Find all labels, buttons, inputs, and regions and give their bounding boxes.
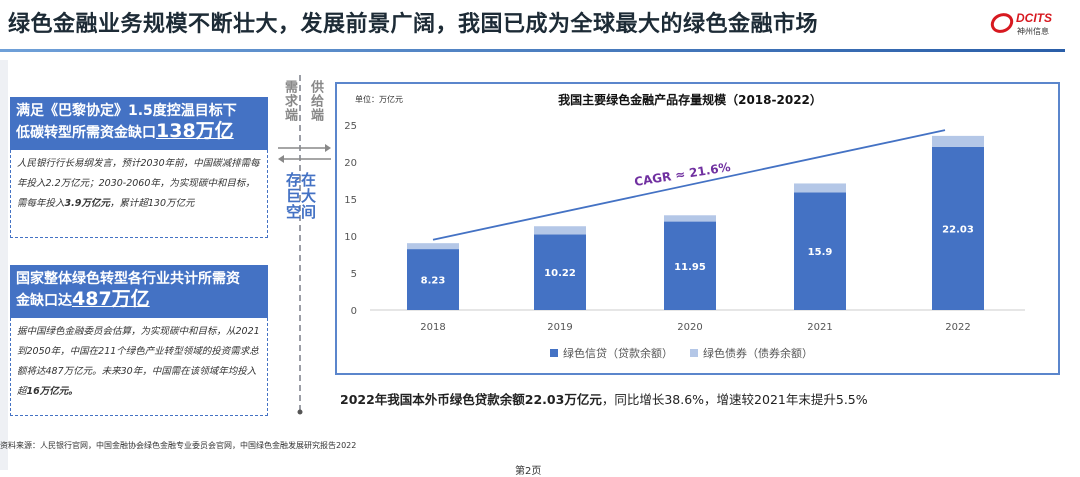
y-tick-label: 5 — [351, 269, 357, 280]
x-tick-label: 2018 — [420, 322, 445, 333]
logo-subtext: 神州信息 — [1017, 26, 1049, 36]
page-title: 绿色金融业务规模不断壮大，发展前景广阔，我国已成为全球最大的绿色金融市场 — [8, 12, 819, 37]
y-tick-label: 25 — [344, 121, 357, 132]
cagr-annotation: CAGR ≈ 21.6% — [633, 160, 731, 189]
y-tick-label: 0 — [351, 306, 357, 317]
box1-bold: 3.9万亿元 — [64, 198, 110, 209]
box1-text-end: ，累计超130万亿元 — [109, 198, 195, 209]
box2-head-line2: 金缺口达 — [16, 293, 72, 309]
chart-title: 我国主要绿色金融产品存量规模（2018-2022） — [558, 92, 822, 107]
legend-label: 绿色信贷（贷款余额） — [563, 346, 673, 360]
source-note: 资料来源：人民银行官网，中国金融协会绿色金融专业委员会官网，中国绿色金融发展研究… — [0, 441, 357, 450]
dcits-logo: DCITS 神州信息 — [990, 11, 1052, 36]
summary-text: 2022年我国本外币绿色贷款余额22.03万亿元，同比增长38.6%，增速较20… — [340, 389, 868, 408]
bar-chart: 单位：万亿元 我国主要绿色金融产品存量规模（2018-2022）051015202… — [344, 92, 1025, 360]
y-tick-label: 15 — [344, 195, 357, 206]
box2-bold: 16万亿元。 — [26, 386, 78, 397]
box1-highlight: 138万亿 — [156, 120, 234, 142]
bar-bond-2022 — [932, 135, 984, 147]
box1-head-line2: 低碳转型所需资金缺口 — [16, 125, 156, 141]
x-tick-label: 2020 — [677, 322, 702, 333]
bar-loan-2020 — [664, 221, 716, 310]
box1-body: 人民银行行长易纲发言，预计2030年前，中国碳减排需每年投入2.2万亿元；203… — [10, 150, 268, 238]
box1-head-line1: 满足《巴黎协定》1.5度控温目标下 — [16, 103, 237, 119]
chart-frame — [335, 82, 1060, 375]
x-tick-label: 2021 — [807, 322, 832, 333]
x-tick-label: 2019 — [547, 322, 572, 333]
logo-text: DCITS — [1016, 11, 1052, 25]
bar-loan-2021 — [794, 192, 846, 310]
data-label: 10.22 — [544, 268, 576, 279]
arrow-right-icon — [325, 144, 331, 152]
box2-body: 据中国绿色金融委员会估算，为实现碳中和目标，从2021到2050年，中国在211… — [10, 318, 268, 416]
chart-unit: 单位：万亿元 — [355, 94, 403, 104]
side-strip — [0, 60, 8, 470]
bar-loan-2018 — [407, 249, 459, 310]
data-label: 15.9 — [808, 247, 833, 258]
bar-bond-2018 — [407, 243, 459, 250]
summary-rest: ，同比增长38.6%，增速较2021年末提升5.5% — [601, 392, 868, 407]
box2-header: 国家整体绿色转型各行业共计所需资 金缺口达487万亿 — [10, 265, 268, 318]
bar-bond-2020 — [664, 215, 716, 222]
box1-text: 人民银行行长易纲发言，预计2030年前，中国碳减排需每年投入2.2万亿元；203… — [17, 158, 260, 209]
box1-header: 满足《巴黎协定》1.5度控温目标下 低碳转型所需资金缺口138万亿 — [10, 97, 268, 150]
summary-bold: 2022年我国本外币绿色贷款余额22.03万亿元 — [340, 392, 602, 407]
y-tick-label: 20 — [344, 158, 357, 169]
legend-swatch — [690, 349, 698, 357]
bar-bond-2021 — [794, 183, 846, 193]
y-tick-label: 10 — [344, 232, 357, 243]
demand-label: 需求端 — [282, 80, 297, 122]
bar-loan-2022 — [932, 146, 984, 310]
x-tick-label: 2022 — [945, 322, 970, 333]
supply-demand-axis — [278, 75, 331, 415]
bar-loan-2019 — [534, 234, 586, 310]
header-divider — [0, 49, 1065, 52]
arrow-left-icon — [278, 155, 284, 163]
data-label: 11.95 — [674, 262, 706, 273]
legend-label: 绿色债券（债券余额） — [703, 346, 813, 360]
data-label: 22.03 — [942, 224, 974, 235]
bar-bond-2019 — [534, 226, 586, 235]
data-label: 8.23 — [421, 276, 446, 287]
legend-swatch — [550, 349, 558, 357]
cagr-trend-line — [432, 129, 946, 241]
box2-text: 据中国绿色金融委员会估算，为实现碳中和目标，从2021到2050年，中国在211… — [17, 326, 260, 397]
gap-label: 存在巨大空间 — [286, 171, 317, 221]
supply-label: 供给端 — [308, 80, 323, 122]
box2-highlight: 487万亿 — [72, 288, 150, 310]
box2-head-line1: 国家整体绿色转型各行业共计所需资 — [16, 271, 240, 287]
